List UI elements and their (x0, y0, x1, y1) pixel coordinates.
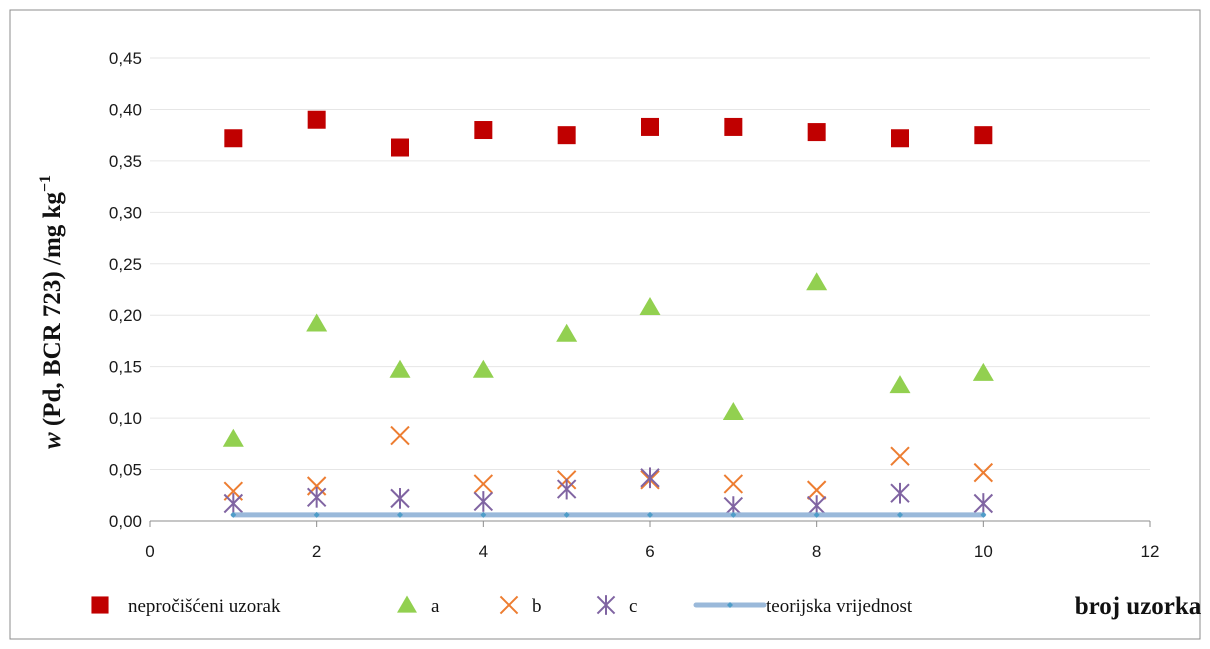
data-point (473, 474, 494, 494)
data-point (973, 462, 994, 483)
y-tick-label: 0,40 (109, 100, 142, 119)
data-point (639, 296, 661, 315)
legend-marker (727, 602, 733, 608)
x-stroke (890, 446, 910, 466)
data-point (640, 467, 660, 489)
data-point (306, 486, 327, 508)
legend-label: teorijska vrijednost (766, 596, 913, 617)
legend-marker (397, 595, 417, 613)
series-layer (222, 110, 994, 518)
axis-layer: 0,00 0,05 0,10 0,15 0,20 0,25 0,30 0,35 0,40 0,45… (109, 49, 1160, 561)
data-point (974, 126, 993, 145)
data-point (397, 511, 403, 518)
legend-label: c (629, 596, 637, 617)
x-tick-label: 0 (145, 542, 154, 561)
y-tick-label: 0,35 (109, 152, 142, 171)
y-axis-label-text: (Pd, BCR 723) /mg kg (39, 192, 66, 433)
data-point (806, 480, 827, 500)
data-point (891, 129, 909, 148)
chart-border (9, 9, 1201, 640)
x-stroke (473, 474, 494, 494)
series-0 (224, 110, 993, 157)
data-point (230, 511, 237, 518)
data-point (472, 359, 494, 378)
data-point (556, 478, 577, 500)
x-stroke (390, 425, 410, 446)
y-tick-label: 0,15 (109, 358, 142, 377)
data-point (473, 491, 494, 512)
data-point (480, 511, 487, 518)
y-axis-label: w (Pd, BCR 723) /mg kg−1 (37, 175, 66, 449)
x-stroke (806, 480, 827, 500)
data-point (223, 493, 244, 514)
legend-item-2: b (499, 595, 542, 617)
data-point (722, 401, 744, 420)
x-tick-label: 2 (312, 542, 321, 561)
data-point (389, 359, 411, 378)
data-point (973, 493, 994, 514)
y-tick-label: 0,30 (109, 203, 142, 222)
data-point (563, 511, 570, 518)
data-point (806, 272, 828, 291)
legend-item-3: c (596, 595, 637, 617)
x-tick-label: 4 (479, 542, 488, 561)
data-point (980, 511, 987, 518)
data-point (889, 375, 911, 394)
data-point (813, 511, 820, 518)
y-axis-label-symbol: w (39, 432, 66, 449)
data-point (307, 110, 326, 129)
data-point (390, 425, 410, 446)
data-point (807, 123, 826, 142)
data-point (224, 129, 243, 148)
data-point (313, 511, 320, 518)
y-tick-label: 0,20 (109, 306, 142, 325)
data-point (390, 488, 410, 509)
y-axis-label-exponent: −1 (37, 175, 54, 192)
data-point (306, 313, 328, 332)
data-point (556, 323, 578, 342)
data-point (897, 511, 903, 518)
data-point (972, 362, 994, 381)
data-point (730, 511, 737, 518)
data-point (724, 117, 743, 136)
legend-item-1: a (397, 595, 440, 617)
data-point (474, 121, 493, 140)
data-point (391, 138, 409, 157)
y-tick-label: 0,25 (109, 255, 142, 274)
data-point (222, 428, 244, 447)
y-tick-label: 0,45 (109, 49, 142, 68)
y-tick-label: 0,10 (109, 409, 142, 428)
y-tick-label: 0,05 (109, 461, 142, 480)
legend-marker (596, 595, 616, 615)
series-4 (230, 511, 987, 518)
legend-label: nepročišćeni uzorak (128, 596, 281, 617)
legend-label: b (532, 596, 542, 617)
x-tick-label: 12 (1141, 542, 1160, 561)
y-tick-label: 0,00 (109, 512, 142, 531)
x-stroke (499, 595, 519, 615)
legend-item-4: teorijska vrijednost (693, 596, 913, 617)
x-stroke (723, 474, 744, 494)
legend-label: a (431, 596, 440, 617)
x-stroke (973, 462, 994, 483)
legend-item-0: nepročišćeni uzorak (91, 596, 281, 617)
data-point (890, 446, 910, 466)
x-tick-label: 10 (974, 542, 993, 561)
x-tick-label: 6 (645, 542, 654, 561)
legend-marker (91, 596, 109, 614)
x-axis-label: broj uzorka (1075, 593, 1202, 620)
legend-marker (499, 595, 519, 615)
legend-layer: nepročišćeni uzorak a b c teorijska vrijedno… (91, 595, 913, 617)
series-1 (222, 272, 994, 447)
data-point (723, 474, 744, 494)
data-point (890, 482, 910, 504)
data-point (557, 126, 576, 145)
data-point (641, 117, 659, 136)
x-tick-label: 8 (812, 542, 821, 561)
data-point (647, 511, 653, 518)
